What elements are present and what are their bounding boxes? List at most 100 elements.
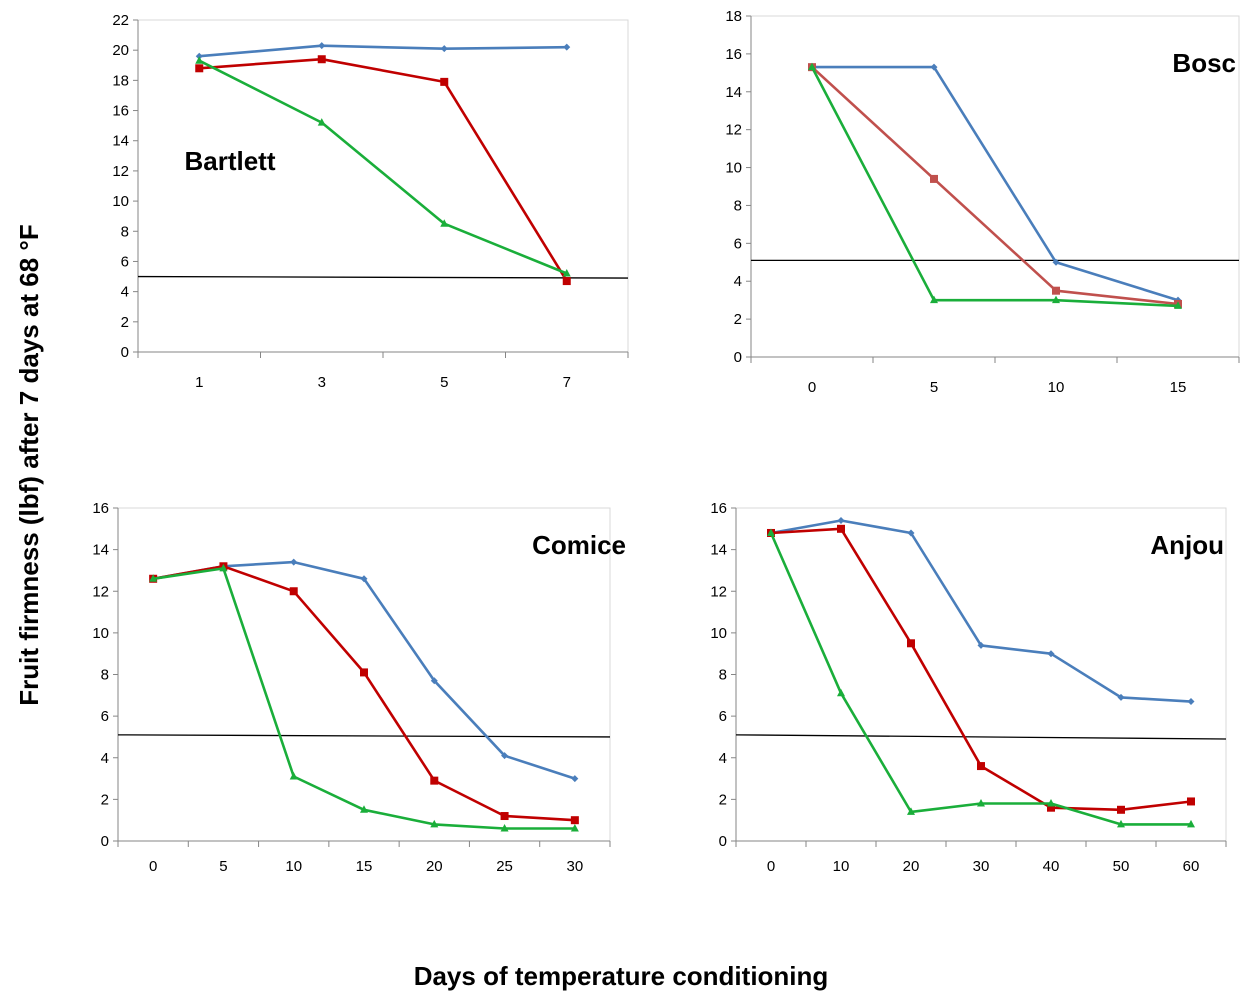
y-tick-label: 4	[719, 750, 727, 767]
x-tick-label: 1	[195, 374, 203, 391]
series-line	[811, 66, 1179, 306]
data-point	[562, 269, 571, 277]
y-tick-label: 8	[734, 197, 742, 214]
data-point	[317, 55, 326, 64]
series-line	[198, 59, 568, 275]
chart-bartlett: 0 2 4 6 8 10 12 14 16 18 20 22 1 3 5 7 Bartlett	[112, 12, 629, 391]
y-tick-label: 10	[725, 160, 742, 177]
y-tick-label: 12	[112, 163, 129, 180]
series-blue	[195, 42, 571, 60]
y-tick-label: 12	[92, 583, 109, 600]
data-point	[1187, 819, 1195, 828]
y-tick-label: 4	[734, 273, 742, 290]
y-tick-label: 16	[112, 103, 129, 120]
y-tick-label: 6	[734, 235, 742, 252]
y-tick-label: 16	[725, 46, 742, 63]
data-point	[219, 563, 228, 572]
data-point	[500, 812, 509, 821]
data-point	[1052, 286, 1060, 295]
y-axis-title: Fruit firmness (lbf) after 7 days at 68 …	[14, 224, 44, 705]
data-point	[1187, 698, 1195, 706]
series-line	[152, 564, 575, 822]
data-point	[1047, 803, 1055, 812]
threshold-line	[117, 734, 611, 738]
data-point	[1052, 258, 1060, 266]
x-tick-label: 40	[1043, 858, 1060, 875]
series-line	[769, 532, 1191, 826]
panel-label-bartlett: Bartlett	[184, 146, 275, 176]
y-tick-label: 2	[121, 314, 129, 331]
plot-frame	[751, 15, 1240, 357]
data-point	[837, 516, 845, 524]
data-point	[440, 45, 448, 53]
data-point	[440, 77, 449, 86]
data-point	[1052, 295, 1060, 304]
series-green	[767, 528, 1195, 828]
y-tick-label: 16	[92, 500, 109, 517]
data-point	[1187, 797, 1195, 806]
x-tick-label: 3	[318, 374, 326, 391]
y-tick-label: 10	[710, 625, 727, 642]
data-point	[562, 277, 571, 286]
series-line	[152, 567, 575, 830]
data-point	[289, 587, 298, 596]
x-tick-label: 10	[1048, 379, 1065, 396]
series-green	[149, 563, 579, 832]
series-line	[199, 57, 568, 282]
plot-frame	[138, 19, 629, 352]
data-point	[360, 668, 368, 677]
y-tick-label: 14	[710, 542, 727, 559]
x-axis-title: Days of temperature conditioning	[414, 961, 829, 991]
data-point	[977, 799, 985, 807]
x-tick-label: 7	[563, 374, 571, 391]
y-tick-label: 8	[719, 667, 727, 684]
x-tick-label: 30	[567, 858, 584, 875]
data-point	[1117, 805, 1125, 814]
y-tick-label: 20	[112, 42, 129, 59]
x-tick-label: 5	[440, 374, 448, 391]
data-point	[290, 558, 298, 566]
x-tick-label: 20	[426, 858, 443, 875]
data-point	[837, 688, 845, 697]
y-tick-label: 14	[92, 542, 109, 559]
data-point	[1047, 650, 1055, 658]
x-tick-label: 15	[1170, 379, 1187, 396]
threshold-line	[735, 734, 1227, 740]
chart-comice: 0 2 4 6 8 10 12 14 16 0 5 10 15 20 25 30 Comice	[92, 500, 626, 875]
x-tick-label: 20	[903, 858, 920, 875]
y-tick-label: 2	[101, 791, 109, 808]
plot-frame	[118, 507, 611, 841]
series-blue	[808, 63, 1182, 304]
data-point	[195, 52, 203, 60]
data-point	[1117, 693, 1125, 701]
data-point	[501, 752, 509, 760]
data-point	[977, 641, 985, 649]
data-point	[360, 805, 368, 813]
data-point	[430, 776, 439, 785]
y-tick-label: 0	[101, 833, 109, 850]
data-point	[907, 807, 915, 815]
data-point	[930, 295, 938, 304]
x-tick-label: 30	[973, 858, 990, 875]
x-tick-label: 25	[496, 858, 513, 875]
y-tick-label: 2	[734, 311, 742, 328]
y-tick-label: 18	[112, 72, 129, 89]
x-tick-label: 10	[833, 858, 850, 875]
data-point	[977, 762, 985, 771]
y-tick-label: 8	[101, 667, 109, 684]
data-point	[767, 528, 775, 536]
data-point	[430, 819, 439, 828]
data-point	[195, 64, 204, 73]
data-point	[430, 677, 438, 685]
data-point	[907, 529, 915, 537]
chart-bosc: 0 2 4 6 8 10 12 14 16 18 0 5 10 15 Bosc	[725, 8, 1240, 396]
data-point	[907, 639, 915, 648]
data-point	[289, 771, 298, 780]
data-point	[1117, 819, 1125, 828]
data-point	[837, 524, 845, 533]
series-bosc_red	[808, 63, 1182, 308]
y-tick-label: 2	[719, 791, 727, 808]
y-tick-label: 8	[121, 223, 129, 240]
y-tick-label: 0	[719, 833, 727, 850]
